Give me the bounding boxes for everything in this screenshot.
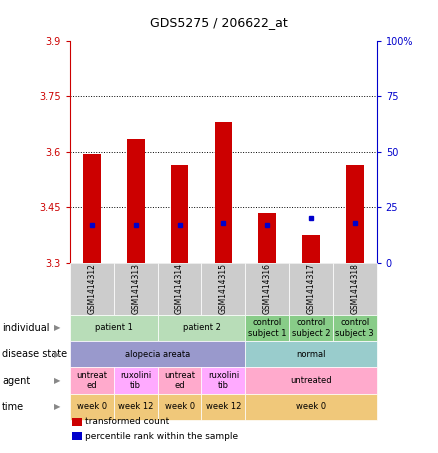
Text: patient 2: patient 2 xyxy=(183,323,220,333)
Text: agent: agent xyxy=(2,376,30,386)
Bar xyxy=(83,154,101,263)
Bar xyxy=(127,139,145,263)
Text: control
subject 3: control subject 3 xyxy=(336,318,374,337)
Text: week 0: week 0 xyxy=(296,402,326,411)
Text: untreated: untreated xyxy=(290,376,332,385)
Text: control
subject 1: control subject 1 xyxy=(248,318,286,337)
Text: GSM1414312: GSM1414312 xyxy=(88,263,96,314)
Text: time: time xyxy=(2,402,25,412)
Text: alopecia areata: alopecia areata xyxy=(125,350,190,359)
Text: GSM1414315: GSM1414315 xyxy=(219,263,228,314)
Text: GSM1414314: GSM1414314 xyxy=(175,263,184,314)
Text: ▶: ▶ xyxy=(54,376,60,385)
Text: GSM1414318: GSM1414318 xyxy=(350,263,359,314)
Text: untreat
ed: untreat ed xyxy=(77,371,107,390)
Text: disease state: disease state xyxy=(2,349,67,359)
Text: GSM1414316: GSM1414316 xyxy=(263,263,272,314)
Text: transformed count: transformed count xyxy=(85,417,169,426)
Text: percentile rank within the sample: percentile rank within the sample xyxy=(85,432,238,441)
Text: GDS5275 / 206622_at: GDS5275 / 206622_at xyxy=(150,16,288,29)
Text: GSM1414317: GSM1414317 xyxy=(307,263,315,314)
Text: patient 1: patient 1 xyxy=(95,323,133,333)
Text: ▶: ▶ xyxy=(54,402,60,411)
Text: ▶: ▶ xyxy=(54,323,60,333)
Bar xyxy=(346,165,364,263)
Text: week 12: week 12 xyxy=(118,402,153,411)
Text: ruxolini
tib: ruxolini tib xyxy=(208,371,239,390)
Text: week 12: week 12 xyxy=(206,402,241,411)
Text: untreat
ed: untreat ed xyxy=(164,371,195,390)
Bar xyxy=(215,122,232,263)
Text: week 0: week 0 xyxy=(77,402,107,411)
Text: ▶: ▶ xyxy=(54,350,60,359)
Text: week 0: week 0 xyxy=(165,402,194,411)
Text: normal: normal xyxy=(296,350,326,359)
Text: GSM1414313: GSM1414313 xyxy=(131,263,140,314)
Bar xyxy=(171,165,188,263)
Bar xyxy=(302,235,320,263)
Bar xyxy=(258,213,276,263)
Text: individual: individual xyxy=(2,323,49,333)
Text: control
subject 2: control subject 2 xyxy=(292,318,330,337)
Text: ruxolini
tib: ruxolini tib xyxy=(120,371,152,390)
